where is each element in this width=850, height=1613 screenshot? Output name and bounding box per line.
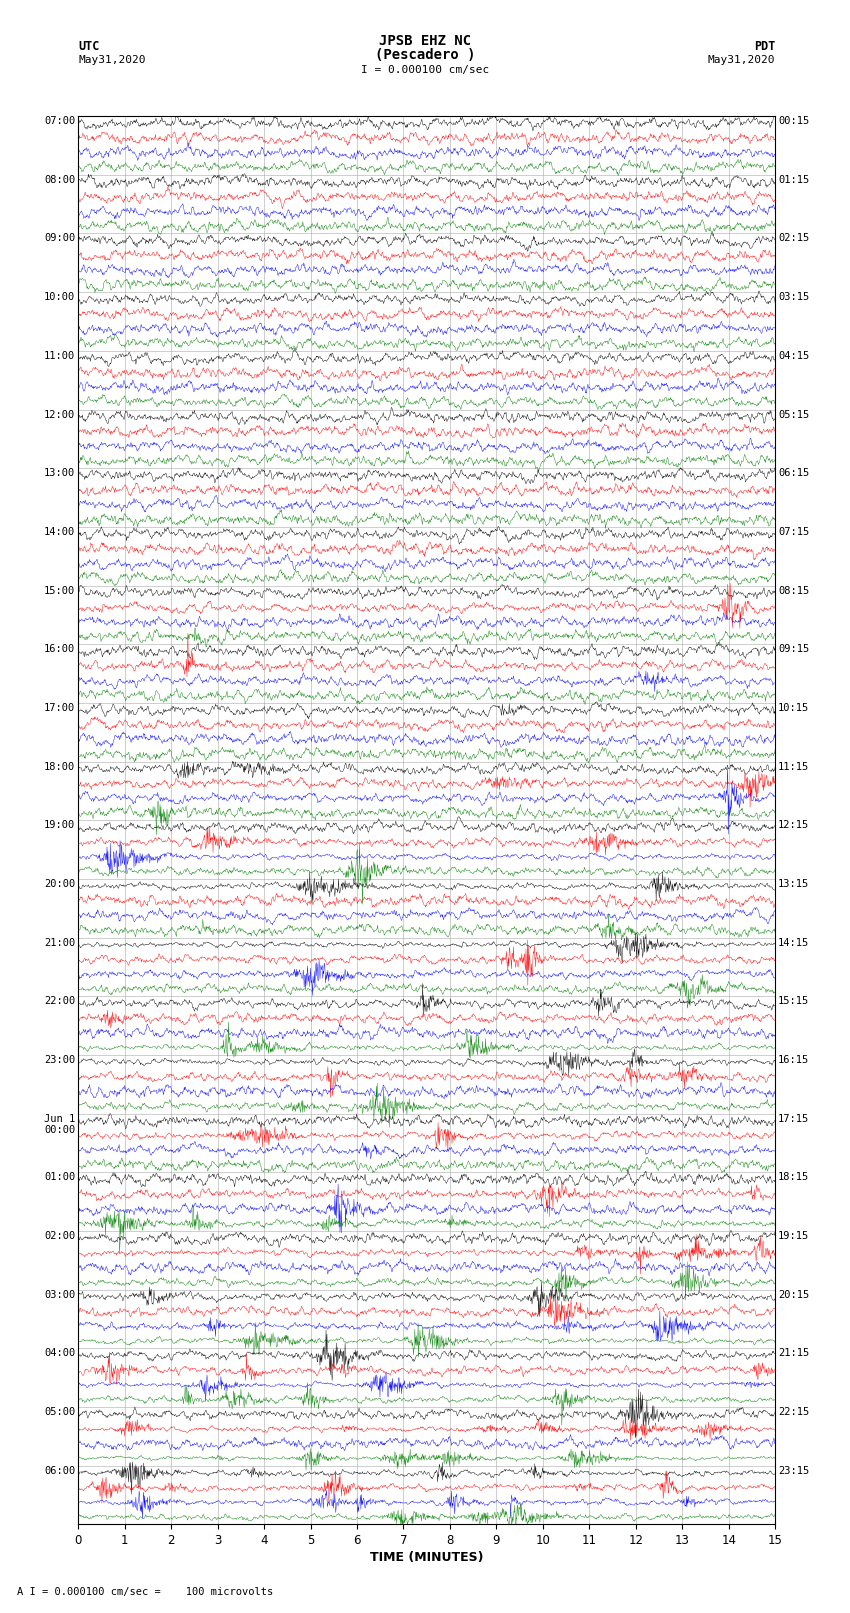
Text: JPSB EHZ NC: JPSB EHZ NC — [379, 34, 471, 48]
Text: (Pescadero ): (Pescadero ) — [375, 48, 475, 63]
Text: A I = 0.000100 cm/sec =    100 microvolts: A I = 0.000100 cm/sec = 100 microvolts — [17, 1587, 273, 1597]
Text: UTC: UTC — [78, 40, 99, 53]
X-axis label: TIME (MINUTES): TIME (MINUTES) — [370, 1552, 484, 1565]
Text: May31,2020: May31,2020 — [708, 55, 775, 65]
Text: I = 0.000100 cm/sec: I = 0.000100 cm/sec — [361, 65, 489, 74]
Text: PDT: PDT — [754, 40, 775, 53]
Text: May31,2020: May31,2020 — [78, 55, 145, 65]
